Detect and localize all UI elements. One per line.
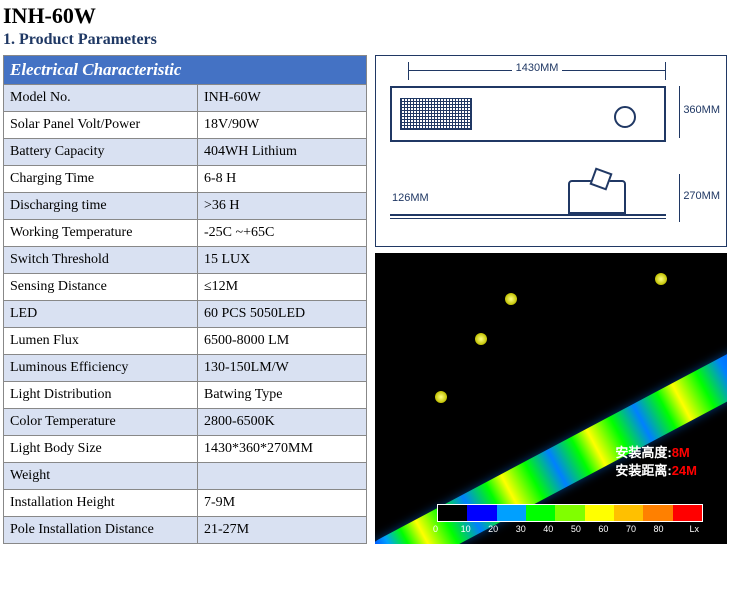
spec-header: Electrical Characteristic xyxy=(4,56,366,85)
spec-row: Solar Panel Volt/Power18V/90W xyxy=(4,112,366,139)
spec-value: 2800-6500K xyxy=(198,409,366,435)
spec-row: Luminous Efficiency130-150LM/W xyxy=(4,355,366,382)
spec-label: Model No. xyxy=(4,85,198,111)
spec-value: >36 H xyxy=(198,193,366,219)
spec-value: ≤12M xyxy=(198,274,366,300)
spec-row: Working Temperature-25C ~+65C xyxy=(4,220,366,247)
top-view xyxy=(390,86,666,142)
light-dot xyxy=(435,391,447,403)
spec-value: INH-60W xyxy=(198,85,366,111)
spec-row: Model No.INH-60W xyxy=(4,85,366,112)
spec-label: Sensing Distance xyxy=(4,274,198,300)
spec-row: Light Body Size1430*360*270MM xyxy=(4,436,366,463)
spec-value: -25C ~+65C xyxy=(198,220,366,246)
dim-height2: 270MM xyxy=(672,174,720,222)
spec-label: Light Body Size xyxy=(4,436,198,462)
spec-value: 6-8 H xyxy=(198,166,366,192)
spec-label: Charging Time xyxy=(4,166,198,192)
spec-label: Weight xyxy=(4,463,198,489)
install-params: 安装高度:8M 安装距离:24M xyxy=(615,444,697,480)
spec-label: Color Temperature xyxy=(4,409,198,435)
spec-value: 130-150LM/W xyxy=(198,355,366,381)
spec-label: Installation Height xyxy=(4,490,198,516)
spec-label: Solar Panel Volt/Power xyxy=(4,112,198,138)
spec-row: Color Temperature2800-6500K xyxy=(4,409,366,436)
spec-row: Switch Threshold15 LUX xyxy=(4,247,366,274)
dim-thickness: 126MM xyxy=(392,192,429,204)
spec-value xyxy=(198,463,366,489)
spec-label: Light Distribution xyxy=(4,382,198,408)
spec-label: Discharging time xyxy=(4,193,198,219)
section-subtitle: 1. Product Parameters xyxy=(3,31,727,49)
spec-label: Working Temperature xyxy=(4,220,198,246)
spec-row: Battery Capacity404WH Lithium xyxy=(4,139,366,166)
color-legend: 01020304050607080Lx xyxy=(437,504,703,534)
spec-value: 21-27M xyxy=(198,517,366,543)
spec-value: 18V/90W xyxy=(198,112,366,138)
spec-row: Installation Height7-9M xyxy=(4,490,366,517)
dim-width: 1430MM xyxy=(408,62,666,80)
dim-height1: 360MM xyxy=(672,86,720,138)
spec-label: Battery Capacity xyxy=(4,139,198,165)
light-dot xyxy=(655,273,667,285)
spec-label: Lumen Flux xyxy=(4,328,198,354)
spec-row: Light DistributionBatwing Type xyxy=(4,382,366,409)
spec-value: 404WH Lithium xyxy=(198,139,366,165)
spec-label: Pole Installation Distance xyxy=(4,517,198,543)
side-view xyxy=(390,176,666,224)
dimension-drawing: 1430MM 360MM 126MM 270MM xyxy=(375,55,727,247)
spec-value: 1430*360*270MM xyxy=(198,436,366,462)
light-dot xyxy=(475,333,487,345)
spec-label: LED xyxy=(4,301,198,327)
light-dot xyxy=(505,293,517,305)
spec-value: Batwing Type xyxy=(198,382,366,408)
spec-value: 60 PCS 5050LED xyxy=(198,301,366,327)
light-distribution-heatmap: 安装高度:8M 安装距离:24M 01020304050607080Lx xyxy=(375,253,727,544)
spec-label: Switch Threshold xyxy=(4,247,198,273)
spec-row: Pole Installation Distance21-27M xyxy=(4,517,366,543)
product-title: INH-60W xyxy=(3,3,727,29)
spec-value: 15 LUX xyxy=(198,247,366,273)
spec-row: Discharging time>36 H xyxy=(4,193,366,220)
spec-row: LED60 PCS 5050LED xyxy=(4,301,366,328)
spec-value: 6500-8000 LM xyxy=(198,328,366,354)
spec-value: 7-9M xyxy=(198,490,366,516)
spec-row: Weight xyxy=(4,463,366,490)
spec-label: Luminous Efficiency xyxy=(4,355,198,381)
spec-table: Electrical Characteristic Model No.INH-6… xyxy=(3,55,367,544)
spec-row: Sensing Distance≤12M xyxy=(4,274,366,301)
spec-row: Lumen Flux6500-8000 LM xyxy=(4,328,366,355)
spec-row: Charging Time6-8 H xyxy=(4,166,366,193)
